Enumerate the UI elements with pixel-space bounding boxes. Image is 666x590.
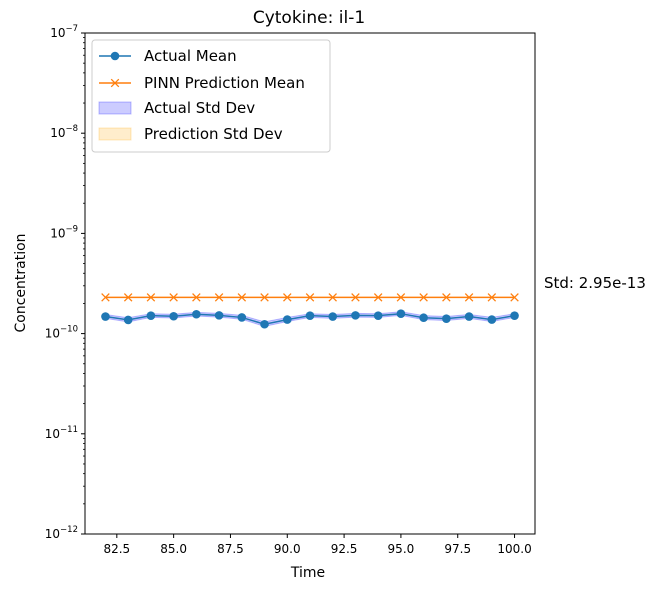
x-tick-label: 97.5 — [444, 542, 471, 556]
legend-label: Actual Std Dev — [144, 99, 255, 117]
data-point — [146, 293, 156, 302]
y-tick-label: 10−12 — [45, 525, 78, 541]
data-point — [487, 293, 497, 302]
data-point — [169, 293, 178, 302]
data-point — [396, 309, 406, 318]
legend-marker — [110, 78, 120, 88]
plot-border — [84, 32, 536, 535]
data-point — [146, 311, 156, 320]
x-tick-label: 90.0 — [274, 542, 301, 556]
x-tick-label: 82.5 — [103, 542, 130, 556]
data-point — [192, 293, 201, 302]
data-point — [260, 319, 269, 329]
data-point — [123, 315, 133, 325]
data-point — [237, 313, 247, 322]
data-point — [305, 311, 315, 320]
x-tick-label: 100.0 — [497, 542, 531, 556]
x-tick-label: 85.0 — [160, 542, 187, 556]
data-point — [283, 293, 292, 302]
x-tick-label: 95.0 — [388, 542, 415, 556]
data-point — [419, 293, 428, 302]
data-point — [123, 293, 133, 302]
y-tick-label: 10−8 — [50, 124, 78, 140]
legend-box — [91, 39, 331, 153]
data-point — [510, 311, 519, 320]
legend-swatch — [98, 127, 132, 141]
data-point — [487, 315, 497, 324]
data-point — [396, 293, 406, 302]
data-point — [101, 312, 110, 321]
data-point — [282, 315, 292, 324]
legend-label: Actual Mean — [144, 47, 237, 65]
x-tick-label: 87.5 — [217, 542, 244, 556]
data-point — [442, 293, 451, 302]
data-point — [328, 293, 337, 302]
data-point — [373, 311, 383, 320]
data-point — [373, 293, 383, 302]
series-markers — [101, 293, 519, 329]
legend-marker — [110, 51, 120, 61]
legend-swatch — [98, 101, 132, 115]
y-axis: 10−12 10−11 10−10 10−9 10−8 10−7 — [45, 24, 85, 541]
y-axis-label: Concentration — [13, 233, 29, 332]
data-point — [260, 293, 269, 302]
data-point — [510, 293, 519, 302]
legend-label: PINN Prediction Mean — [144, 74, 305, 92]
x-tick-label: 92.5 — [331, 542, 358, 556]
data-point — [305, 293, 315, 302]
data-point — [464, 312, 474, 321]
y-tick-label: 10−7 — [50, 24, 78, 40]
data-point — [464, 293, 474, 302]
y-tick-label: 10−11 — [45, 425, 78, 441]
data-point — [351, 293, 360, 302]
y-tick-label: 10−9 — [50, 224, 78, 240]
data-point — [101, 293, 110, 302]
y-tick-label: 10−10 — [45, 325, 78, 341]
data-point — [328, 312, 338, 321]
data-point — [237, 293, 247, 302]
data-point — [192, 309, 201, 319]
x-axis: 82.5 85.0 87.5 90.0 92.5 95.0 97.5 100.0 — [103, 534, 532, 556]
x-axis-label: Time — [290, 565, 325, 581]
legend: Actual Mean PINN Prediction Mean Actual St… — [91, 39, 331, 153]
data-point — [442, 314, 451, 323]
legend-label: Prediction Std Dev — [144, 125, 283, 143]
data-point — [214, 293, 224, 302]
std-annotation: Std: 2.95e-13 — [544, 274, 646, 292]
data-point — [351, 311, 360, 320]
data-point — [169, 311, 178, 321]
chart-title: Cytokine: il-1 — [253, 8, 365, 28]
data-point — [214, 311, 224, 320]
data-point — [419, 313, 428, 323]
